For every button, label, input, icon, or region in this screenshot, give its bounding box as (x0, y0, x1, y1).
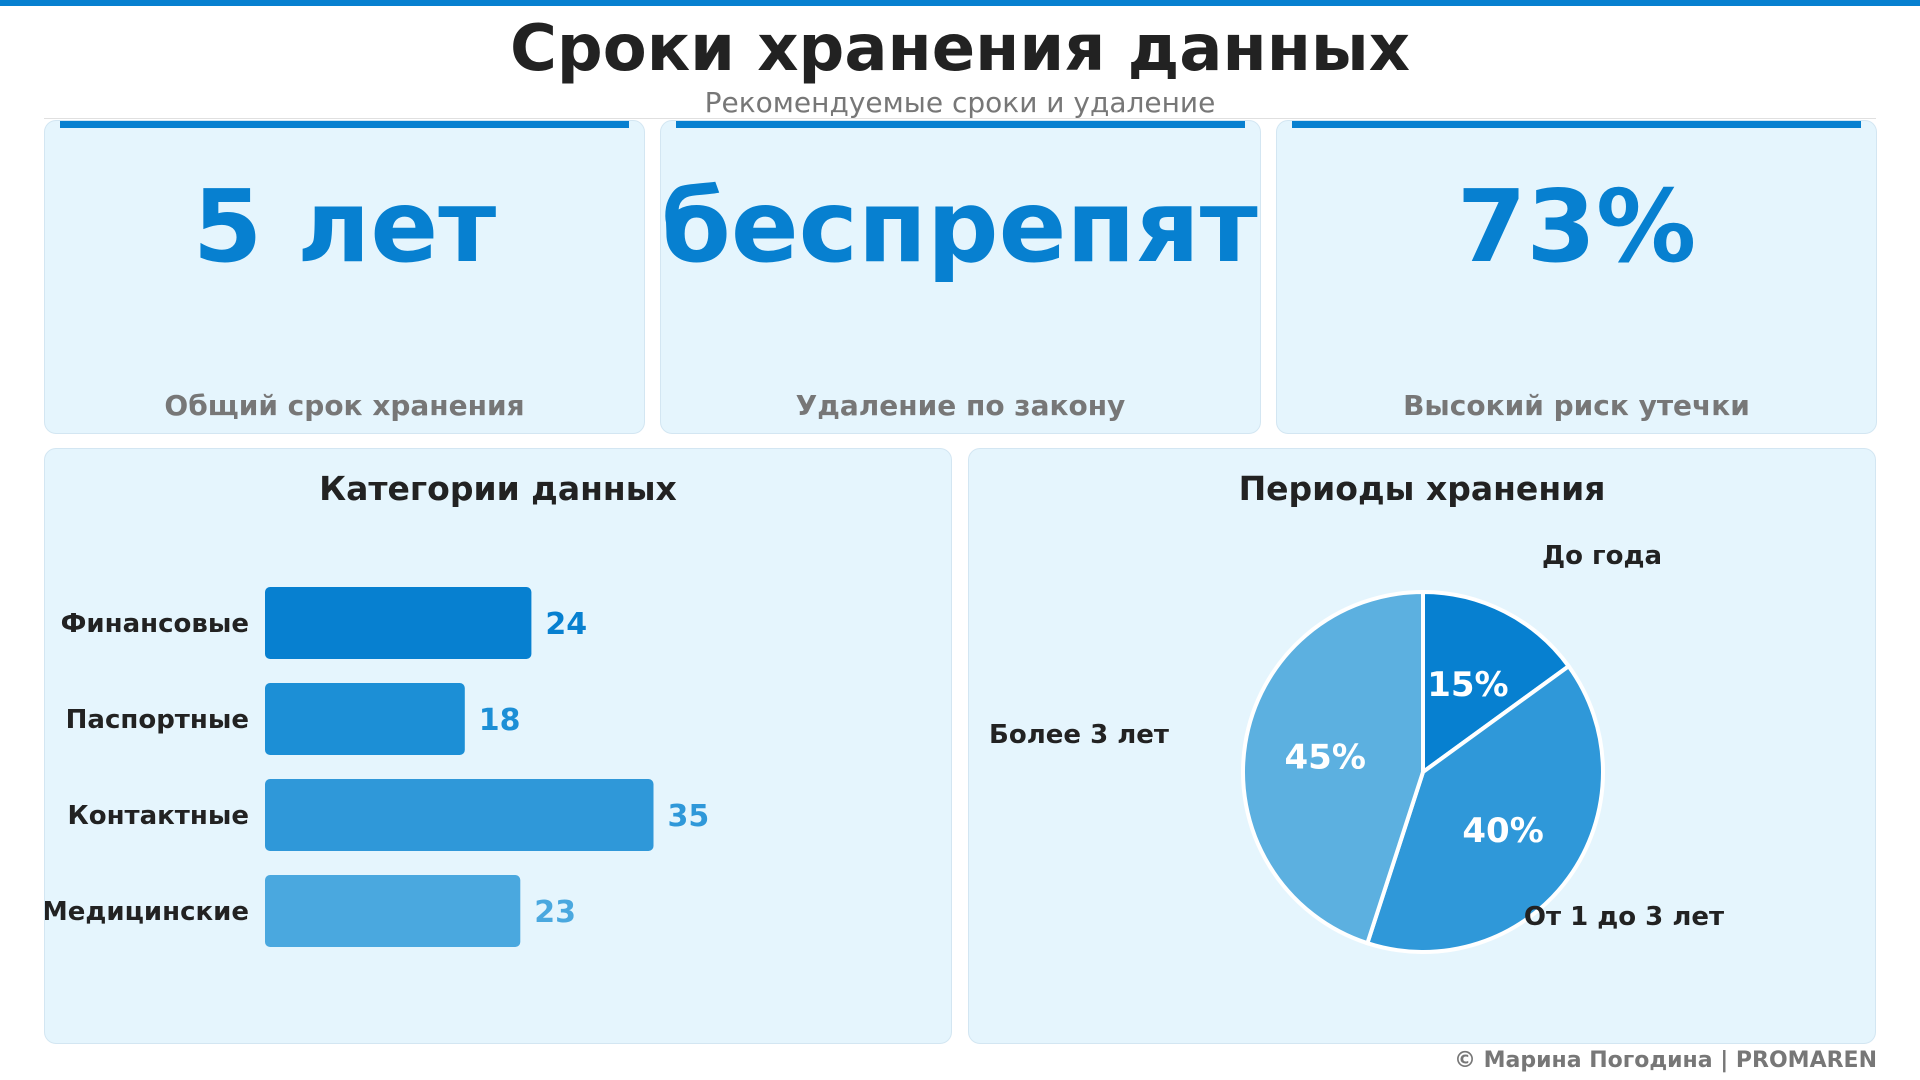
bar (265, 875, 521, 947)
pie-slice (1364, 663, 1605, 954)
kpi-card-retention: 5 лет Общий срок хранения (44, 120, 645, 434)
kpi-value: 73% (1456, 168, 1697, 285)
slice-category-label: Более 3 лет (989, 720, 1169, 750)
kpi-accent-bar (60, 121, 629, 128)
page-subtitle: Рекомендуемые сроки и удаление (704, 86, 1216, 119)
slice-category-label: От 1 до 3 лет (1524, 902, 1724, 932)
kpi-card-deletion: беспрепятственно Удаление по закону (660, 120, 1261, 434)
pie-chart: 15% До года 40% От 1 до 3 лет 45% Более 3 лет (989, 541, 1724, 954)
category-label: Контактные (67, 801, 249, 831)
kpi-value: 5 лет (192, 168, 497, 285)
category-label: Паспортные (66, 705, 249, 735)
bar-value-label: 35 (668, 799, 710, 834)
footer-copyright: © Марина Погодина | PROMAREN (1453, 1048, 1877, 1073)
header-divider (44, 118, 1876, 119)
bar-chart-title: Категории данных (319, 469, 677, 508)
pie-slice (1421, 589, 1572, 776)
top-accent-bar (0, 0, 1920, 6)
slice-percent-label: 40% (1462, 811, 1543, 851)
bar (265, 683, 465, 755)
kpi-label: Удаление по закону (795, 389, 1126, 422)
kpi-accent-bar (676, 121, 1245, 128)
slice-category-label: До года (1542, 541, 1662, 571)
kpi-label: Высокий риск утечки (1403, 389, 1750, 422)
bar-chart: Финансовые 24 Паспортные 18 Контактные 35 Меди… (45, 587, 710, 947)
kpi-value: беспрепятственно (661, 168, 1260, 285)
category-label: Медицинские (45, 897, 249, 927)
bar-value-label: 18 (479, 703, 521, 738)
page-title: Сроки хранения данных (509, 12, 1411, 86)
bar (265, 779, 654, 851)
pie-chart-panel: Периоды хранения 15% До года 40% От 1 до 3 … (968, 448, 1876, 1044)
category-label: Финансовые (61, 609, 249, 639)
kpi-label: Общий срок хранения (164, 389, 525, 422)
kpi-card-risk: 73% Высокий риск утечки (1276, 120, 1877, 434)
slice-percent-label: 45% (1285, 738, 1366, 778)
kpi-accent-bar (1292, 121, 1861, 128)
slice-percent-label: 15% (1427, 665, 1508, 705)
pie-slice (1241, 589, 1425, 946)
bar-value-label: 24 (545, 607, 587, 642)
bar (265, 587, 532, 659)
pie-chart-title: Периоды хранения (1238, 469, 1606, 508)
bar-chart-panel: Категории данных Финансовые 24 Паспортные 1… (44, 448, 952, 1044)
bar-value-label: 23 (534, 895, 576, 930)
